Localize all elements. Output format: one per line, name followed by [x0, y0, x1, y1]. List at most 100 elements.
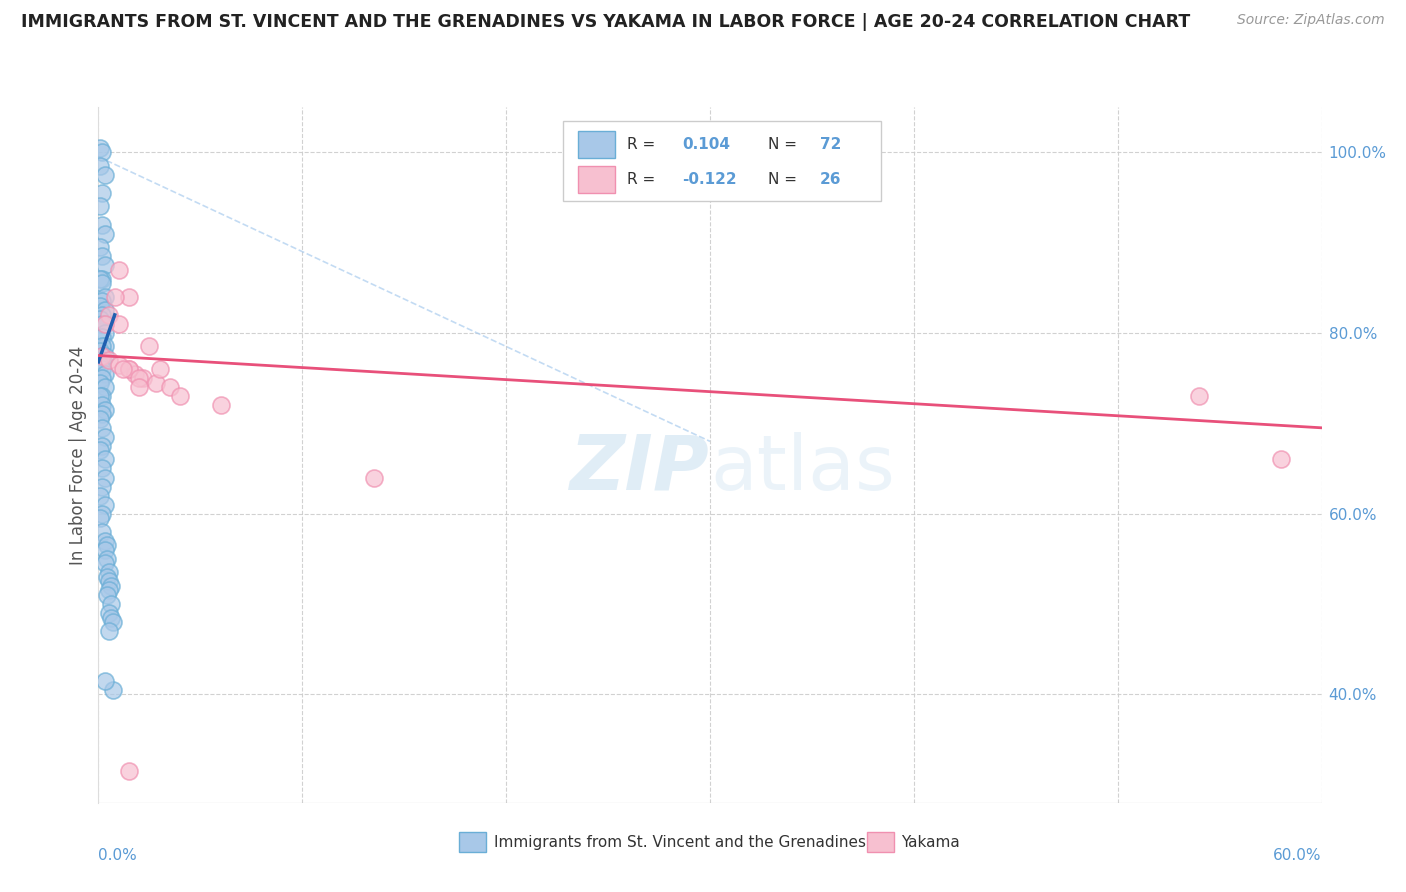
Point	[93, 542, 115, 557]
Point	[89, 240, 111, 254]
Point	[89, 389, 111, 403]
Point	[93, 673, 115, 688]
Point	[93, 452, 115, 467]
Point	[89, 511, 111, 525]
Point	[96, 570, 118, 584]
Point	[89, 344, 111, 359]
Point	[108, 317, 131, 331]
Text: -0.122: -0.122	[682, 172, 737, 187]
Point	[97, 606, 120, 620]
Point	[124, 367, 146, 381]
Point	[91, 249, 114, 263]
Point	[91, 371, 114, 385]
Point	[93, 290, 115, 304]
FancyBboxPatch shape	[564, 121, 882, 201]
Point	[97, 624, 120, 639]
Point	[111, 362, 134, 376]
Point	[93, 168, 115, 182]
Point	[101, 615, 124, 629]
Point	[97, 583, 120, 598]
Point	[145, 376, 167, 390]
Point	[89, 271, 111, 285]
Point	[149, 362, 172, 376]
Point	[1188, 389, 1211, 403]
Point	[97, 574, 120, 589]
Point	[100, 597, 122, 611]
Point	[91, 421, 114, 435]
Text: atlas: atlas	[710, 432, 894, 506]
Point	[89, 376, 111, 390]
Point	[97, 566, 120, 580]
Point	[93, 339, 115, 353]
Point	[89, 312, 111, 326]
Text: N =: N =	[768, 137, 801, 153]
Point	[128, 371, 150, 385]
Point	[89, 299, 111, 313]
Text: ZIP: ZIP	[571, 432, 710, 506]
Text: R =: R =	[627, 172, 659, 187]
Point	[91, 362, 114, 376]
Point	[89, 141, 111, 155]
Point	[118, 764, 141, 779]
Text: 72: 72	[820, 137, 842, 153]
Point	[363, 470, 385, 484]
Point	[96, 538, 118, 552]
Point	[91, 218, 114, 232]
Point	[91, 461, 114, 475]
Point	[101, 682, 124, 697]
Point	[91, 398, 114, 412]
Point	[93, 470, 115, 484]
Point	[93, 349, 115, 363]
Point	[132, 371, 155, 385]
Point	[118, 362, 141, 376]
Point	[91, 277, 114, 291]
Point	[93, 303, 115, 318]
Point	[91, 479, 114, 493]
Point	[118, 362, 141, 376]
Text: 60.0%: 60.0%	[1274, 848, 1322, 863]
Point	[159, 380, 181, 394]
Point	[96, 551, 118, 566]
Point	[169, 389, 191, 403]
Point	[89, 199, 111, 213]
Point	[91, 407, 114, 421]
Y-axis label: In Labor Force | Age 20-24: In Labor Force | Age 20-24	[69, 345, 87, 565]
Point	[104, 290, 127, 304]
Point	[97, 308, 120, 322]
Point	[209, 398, 232, 412]
Point	[100, 610, 122, 624]
Point	[91, 186, 114, 200]
Point	[89, 358, 111, 372]
Point	[91, 349, 114, 363]
Point	[91, 294, 114, 309]
Point	[97, 353, 120, 368]
Point	[93, 258, 115, 272]
Point	[91, 317, 114, 331]
Point	[93, 533, 115, 548]
Point	[91, 507, 114, 521]
Point	[91, 145, 114, 160]
Point	[128, 380, 150, 394]
Text: IMMIGRANTS FROM ST. VINCENT AND THE GRENADINES VS YAKAMA IN LABOR FORCE | AGE 20: IMMIGRANTS FROM ST. VINCENT AND THE GREN…	[21, 13, 1191, 31]
Point	[93, 326, 115, 340]
Point	[1270, 452, 1292, 467]
Point	[108, 262, 131, 277]
Point	[89, 489, 111, 503]
Text: N =: N =	[768, 172, 801, 187]
Point	[96, 588, 118, 602]
Point	[100, 579, 122, 593]
Point	[108, 358, 131, 372]
Text: 0.0%: 0.0%	[98, 848, 138, 863]
Text: 26: 26	[820, 172, 842, 187]
Text: 0.104: 0.104	[682, 137, 730, 153]
Point	[93, 557, 115, 571]
Point	[93, 227, 115, 241]
Point	[93, 498, 115, 512]
Text: Immigrants from St. Vincent and the Grenadines: Immigrants from St. Vincent and the Gren…	[494, 835, 866, 850]
Point	[91, 271, 114, 285]
FancyBboxPatch shape	[578, 166, 614, 193]
Text: Source: ZipAtlas.com: Source: ZipAtlas.com	[1237, 13, 1385, 28]
Point	[93, 367, 115, 381]
Point	[91, 330, 114, 344]
Text: Yakama: Yakama	[901, 835, 960, 850]
